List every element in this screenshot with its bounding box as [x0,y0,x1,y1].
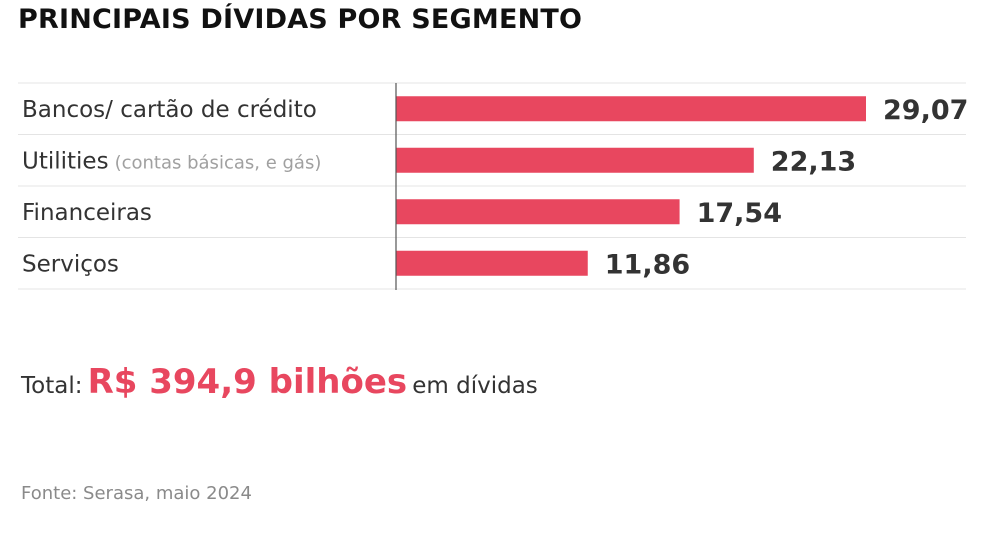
value-label: 17,54 [697,198,782,229]
category-name: Utilities [22,148,109,174]
category-label: Utilities (contas básicas, e gás) [22,148,321,174]
total-prefix: Total: [21,373,83,399]
category-label: Bancos/ cartão de crédito [22,97,317,123]
category-note: (contas básicas, e gás) [115,152,322,173]
total-summary: Total: R$ 394,9 bilhões em dívidas [21,362,538,402]
category-name: Financeiras [22,200,152,226]
bar [396,250,588,276]
value-label: 29,07 [883,95,968,126]
bar [396,147,754,173]
category-name: Serviços [22,251,119,277]
chart-title: PRINCIPAIS DÍVIDAS POR SEGMENTO [18,4,583,35]
value-label: 22,13 [771,146,856,177]
total-suffix: em dívidas [412,373,538,399]
source-note: Fonte: Serasa, maio 2024 [21,483,252,504]
bar [396,96,866,122]
value-label: 11,86 [605,249,690,280]
bar-chart: Bancos/ cartão de crédito 29,07 Utilities (… [18,82,968,290]
category-label: Serviços [22,251,119,277]
category-name: Bancos/ cartão de crédito [22,97,317,123]
total-amount: R$ 394,9 bilhões [87,362,408,402]
bar [396,199,680,225]
category-label: Financeiras [22,200,152,226]
